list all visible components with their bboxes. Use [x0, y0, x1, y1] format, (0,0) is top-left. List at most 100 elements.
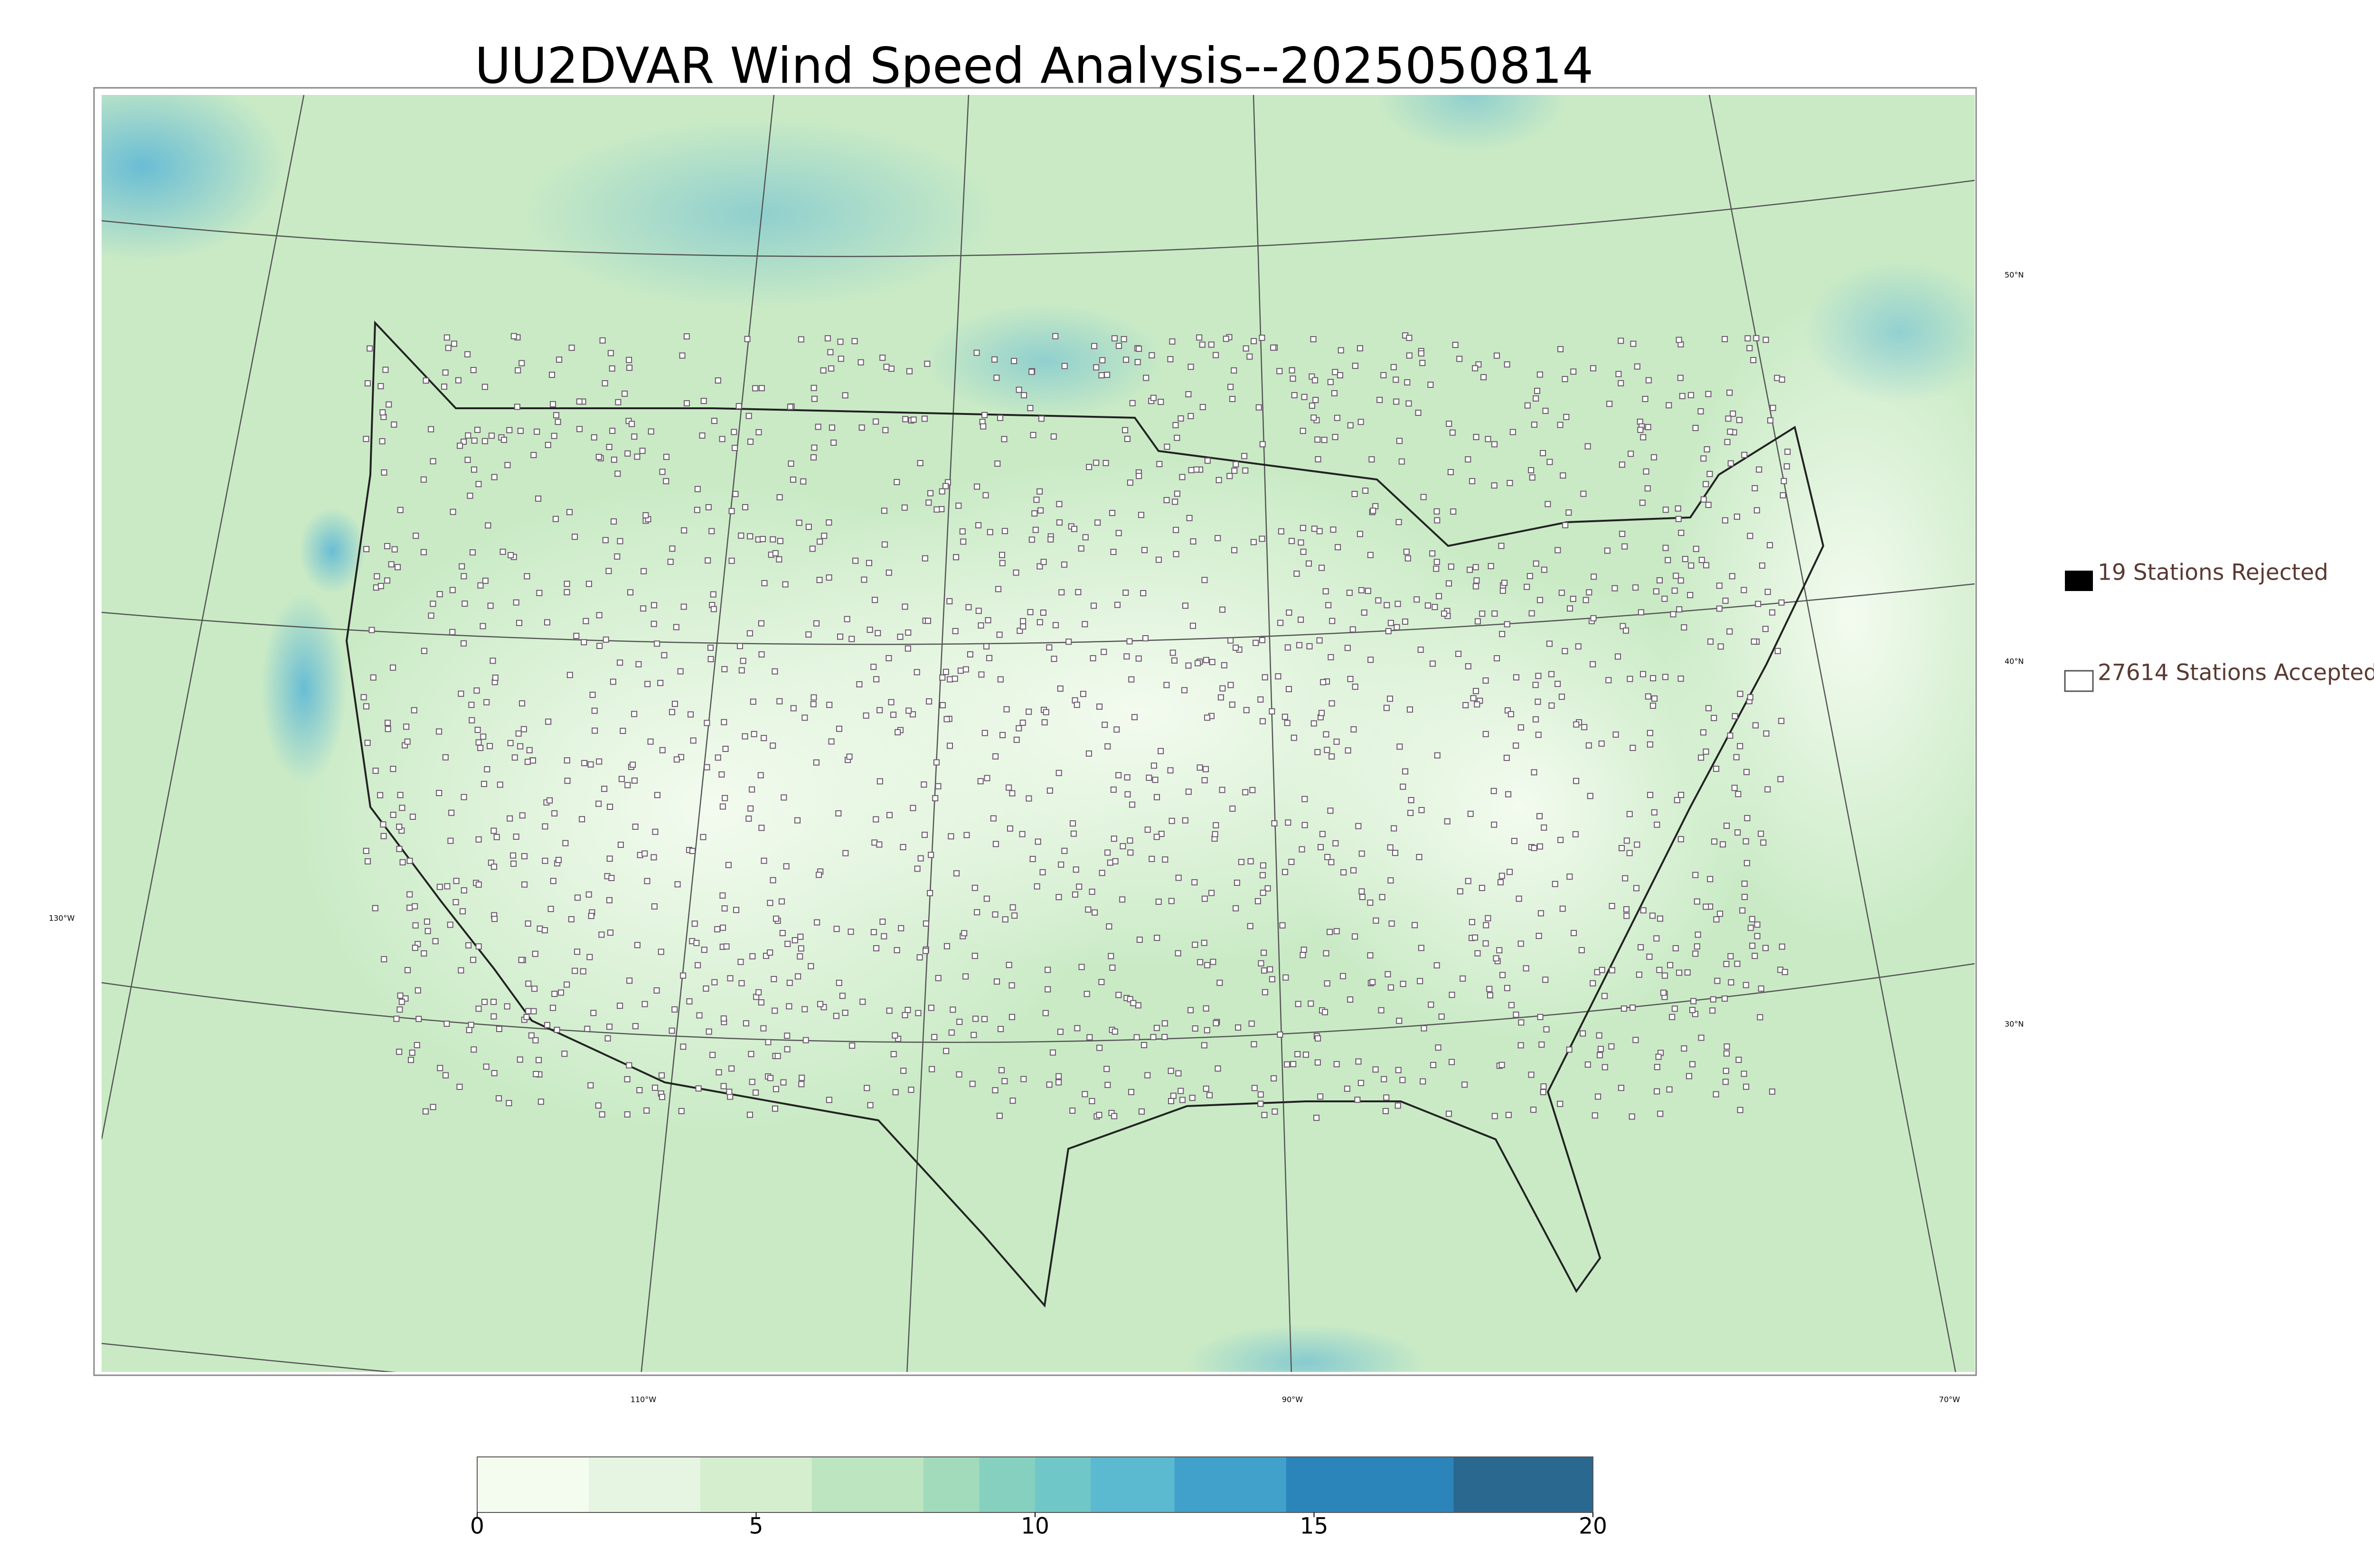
- station: [1215, 1065, 1221, 1072]
- station: [510, 852, 517, 859]
- station: [705, 504, 712, 510]
- station: [1035, 838, 1041, 845]
- station: [1724, 1043, 1730, 1050]
- station: [1388, 920, 1395, 927]
- station: [1433, 565, 1440, 572]
- station: [1534, 387, 1541, 394]
- station: [1136, 936, 1143, 943]
- station: [1204, 714, 1211, 721]
- station: [473, 687, 480, 694]
- station: [1509, 429, 1516, 435]
- station: [1450, 508, 1457, 515]
- station: [842, 850, 849, 856]
- legend-swatch-rejected: [2065, 571, 2093, 591]
- station: [1163, 682, 1170, 688]
- station: [1385, 971, 1391, 977]
- station: [363, 703, 369, 710]
- station: [1052, 333, 1059, 339]
- station: [606, 897, 612, 903]
- station: [776, 556, 782, 563]
- station: [1474, 618, 1481, 625]
- station: [1046, 644, 1053, 651]
- station: [898, 925, 904, 931]
- station: [1102, 460, 1109, 466]
- station: [547, 906, 554, 912]
- station: [1135, 655, 1142, 662]
- station: [747, 438, 754, 445]
- station: [1390, 364, 1397, 370]
- station: [1174, 490, 1180, 497]
- station: [1734, 960, 1741, 967]
- station: [564, 778, 571, 784]
- station: [725, 862, 732, 868]
- station: [564, 981, 570, 988]
- station: [396, 1006, 403, 1013]
- station: [554, 1026, 560, 1033]
- station: [1505, 1112, 1512, 1118]
- station: [490, 657, 496, 664]
- colorbar-tick-label: 20: [1579, 1513, 1607, 1540]
- station: [1402, 618, 1408, 625]
- station: [1255, 404, 1262, 411]
- station: [474, 426, 481, 433]
- station: [1554, 681, 1561, 687]
- station: [794, 817, 801, 824]
- station: [1041, 719, 1048, 726]
- station: [1142, 635, 1149, 641]
- station: [1698, 754, 1705, 761]
- station: [694, 486, 701, 492]
- station: [1483, 922, 1489, 929]
- station: [1767, 417, 1774, 424]
- station: [1011, 912, 1018, 919]
- station: [1208, 341, 1215, 348]
- station: [767, 900, 773, 906]
- station: [461, 887, 467, 894]
- station: [462, 601, 468, 607]
- station: [1640, 434, 1647, 441]
- station: [998, 1026, 1004, 1033]
- station: [1428, 1001, 1434, 1008]
- station: [997, 414, 1004, 421]
- station: [1332, 434, 1338, 441]
- station: [471, 466, 477, 473]
- station: [1720, 841, 1726, 848]
- station: [1016, 725, 1022, 732]
- station: [1093, 364, 1100, 371]
- station: [1460, 975, 1466, 982]
- station: [500, 436, 507, 443]
- station: [1210, 958, 1216, 965]
- station: [1418, 945, 1424, 951]
- station: [1705, 501, 1712, 508]
- station: [1111, 335, 1118, 342]
- station: [1597, 1046, 1604, 1052]
- station: [1670, 611, 1677, 618]
- station: [1762, 337, 1769, 343]
- lon-label: 110°W: [631, 1395, 657, 1404]
- station: [468, 702, 475, 708]
- station: [553, 412, 560, 419]
- station: [422, 1108, 429, 1115]
- station: [1036, 488, 1043, 495]
- station: [514, 404, 520, 410]
- station: [1749, 942, 1756, 949]
- station: [1692, 872, 1699, 878]
- station: [745, 413, 752, 419]
- station: [1536, 933, 1542, 939]
- station: [731, 429, 737, 435]
- station: [1387, 695, 1394, 702]
- station: [1403, 548, 1410, 555]
- station: [574, 894, 581, 901]
- station: [1703, 748, 1709, 755]
- station: [826, 1097, 832, 1103]
- station: [1667, 962, 1674, 968]
- station: [981, 412, 988, 418]
- station: [680, 603, 687, 610]
- station: [906, 368, 913, 375]
- station: [710, 591, 716, 598]
- station: [363, 546, 370, 553]
- station: [835, 810, 842, 817]
- station: [1161, 1020, 1168, 1027]
- station: [1562, 522, 1569, 528]
- station: [748, 1051, 754, 1057]
- station: [1103, 1066, 1110, 1072]
